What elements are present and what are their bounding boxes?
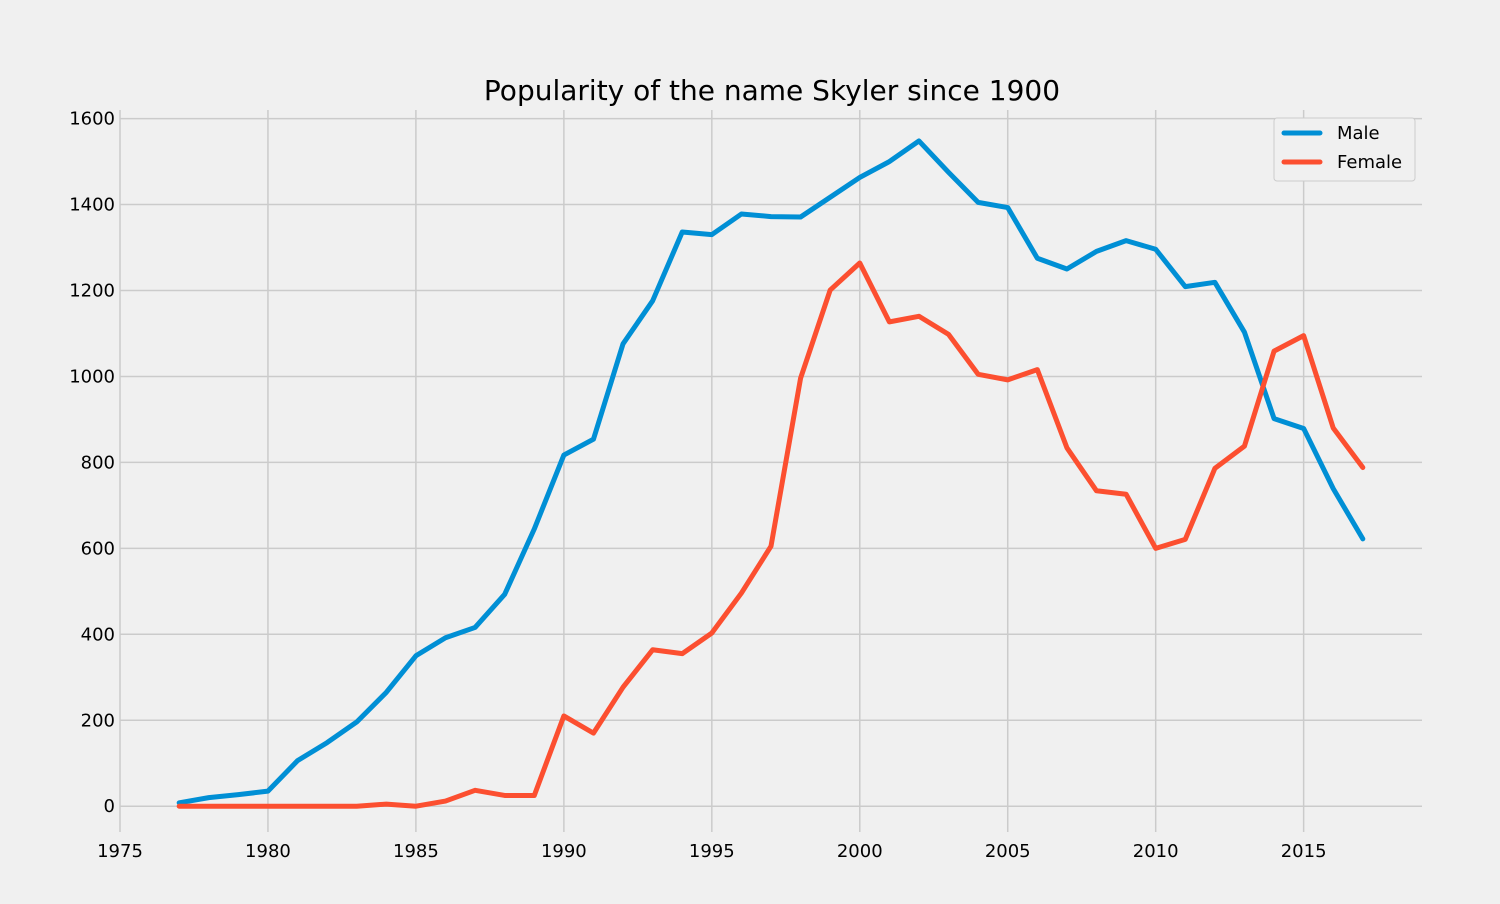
y-tick-label: 800 — [81, 452, 115, 473]
y-tick-label: 600 — [81, 538, 115, 559]
legend-label-female: Female — [1337, 152, 1402, 173]
x-tick-label: 2010 — [1133, 841, 1179, 862]
x-tick-label: 2005 — [985, 841, 1031, 862]
x-tick-label: 1995 — [689, 841, 735, 862]
y-tick-label: 400 — [81, 624, 115, 645]
x-tick-label: 1990 — [541, 841, 587, 862]
legend-label-male: Male — [1337, 123, 1380, 144]
legend: Male Female — [1273, 117, 1416, 182]
y-tick-label: 0 — [104, 796, 115, 817]
x-tick-label: 1980 — [245, 841, 291, 862]
y-tick-label: 1000 — [69, 366, 115, 387]
y-tick-label: 200 — [81, 710, 115, 731]
y-tick-label: 1400 — [69, 195, 115, 216]
y-tick-label: 1600 — [69, 109, 115, 130]
series-line-male — [176, 138, 1366, 806]
tick-labels: 1975 1980 1985 1990 1995 2000 2005 2010 2015 0 200… — [69, 109, 1326, 862]
x-tick-label: 1985 — [393, 841, 439, 862]
x-tick-label: 2015 — [1281, 841, 1327, 862]
x-tick-label: 2000 — [837, 841, 883, 862]
y-tick-label: 1200 — [69, 281, 115, 302]
series-lines — [176, 138, 1366, 809]
series-line-female — [176, 260, 1366, 809]
x-tick-label: 1975 — [97, 841, 143, 862]
chart-title: Popularity of the name Skyler since 1900 — [484, 74, 1060, 107]
